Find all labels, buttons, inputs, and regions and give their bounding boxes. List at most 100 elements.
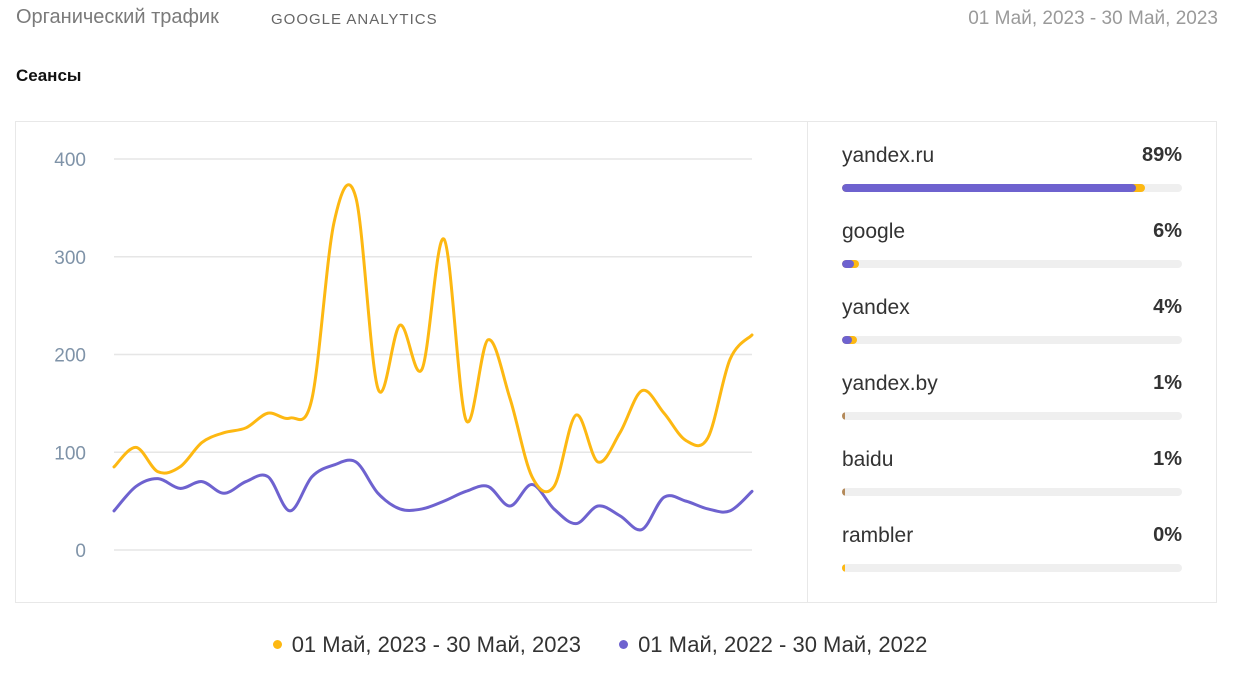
data-point-current[interactable]	[372, 383, 384, 395]
date-range[interactable]: 01 Май, 2023 - 30 Май, 2023	[968, 8, 1218, 29]
data-point-current[interactable]	[394, 319, 406, 331]
source-progress-track	[842, 564, 1182, 572]
y-tick-label: 200	[54, 346, 86, 367]
data-point-current[interactable]	[702, 432, 714, 444]
source-percent: 1%	[1153, 372, 1182, 394]
data-point-previous[interactable]	[174, 482, 186, 494]
data-point-previous[interactable]	[394, 503, 406, 515]
data-point-current[interactable]	[570, 409, 582, 421]
source-percent: 4%	[1153, 296, 1182, 318]
data-point-previous[interactable]	[746, 485, 758, 497]
data-point-previous[interactable]	[284, 505, 296, 517]
data-point-previous[interactable]	[438, 495, 450, 507]
data-point-current[interactable]	[504, 392, 516, 404]
data-point-current[interactable]	[526, 471, 538, 483]
source-percent: 1%	[1153, 448, 1182, 470]
data-point-current[interactable]	[680, 435, 692, 447]
data-point-current[interactable]	[284, 412, 296, 424]
data-point-current[interactable]	[438, 233, 450, 245]
data-point-previous[interactable]	[680, 495, 692, 507]
source-percent: 6%	[1153, 220, 1182, 242]
source-name: yandex.by	[842, 372, 938, 395]
data-point-current[interactable]	[350, 192, 362, 204]
data-point-current[interactable]	[548, 480, 560, 492]
y-tick-label: 0	[75, 541, 86, 562]
y-tick-label: 100	[54, 443, 86, 464]
source-row: yandex.by 1%	[842, 366, 1182, 442]
data-point-previous[interactable]	[702, 503, 714, 515]
source-row: baidu 1%	[842, 442, 1182, 518]
data-point-previous[interactable]	[218, 487, 230, 499]
data-point-current[interactable]	[636, 385, 648, 397]
legend-item-previous[interactable]: 01 Май, 2022 - 30 Май, 2022	[619, 632, 927, 658]
source-progress-track	[842, 488, 1182, 496]
data-point-current[interactable]	[174, 461, 186, 473]
legend-dot-previous	[619, 639, 629, 649]
data-point-current[interactable]	[130, 441, 142, 453]
data-point-previous[interactable]	[306, 471, 318, 483]
source-progress-track	[842, 184, 1182, 192]
data-point-current[interactable]	[482, 334, 494, 346]
data-point-previous[interactable]	[504, 500, 516, 512]
source-progress-previous	[842, 184, 1137, 192]
series-line-current[interactable]	[112, 183, 754, 494]
data-point-previous[interactable]	[350, 456, 362, 468]
source-progress-previous	[842, 260, 854, 268]
source-progress-current	[842, 564, 845, 572]
data-point-previous[interactable]	[328, 459, 340, 471]
data-point-current[interactable]	[746, 329, 758, 341]
legend-dot-current	[272, 639, 282, 649]
source-row: google 6%	[842, 214, 1182, 290]
source-name: rambler	[842, 524, 914, 547]
source-percent: 89%	[1141, 144, 1182, 166]
source-row: yandex 4%	[842, 290, 1182, 366]
source-name: yandex	[842, 296, 910, 319]
data-point-previous[interactable]	[196, 476, 208, 488]
source-progress-track	[842, 412, 1182, 420]
data-point-previous[interactable]	[636, 523, 648, 535]
page-title: Органический трафик	[16, 6, 219, 28]
data-point-previous[interactable]	[108, 505, 120, 517]
panel-divider	[807, 122, 808, 602]
data-point-current[interactable]	[416, 363, 428, 375]
data-point-current[interactable]	[240, 422, 252, 434]
data-point-previous[interactable]	[614, 510, 626, 522]
data-point-current[interactable]	[152, 466, 164, 478]
source-progress-track	[842, 260, 1182, 268]
legend-item-current[interactable]: 01 Май, 2023 - 30 Май, 2023	[272, 632, 581, 658]
data-point-previous[interactable]	[724, 505, 736, 517]
data-point-previous[interactable]	[372, 487, 384, 499]
source-progress-current	[842, 412, 846, 420]
data-point-current[interactable]	[460, 414, 472, 426]
source-name: yandex.ru	[842, 144, 935, 167]
data-point-current[interactable]	[724, 353, 736, 365]
data-point-previous[interactable]	[592, 500, 604, 512]
data-point-current[interactable]	[262, 407, 274, 419]
data-point-previous[interactable]	[460, 485, 472, 497]
source-progress-previous	[842, 336, 853, 344]
data-point-current[interactable]	[614, 427, 626, 439]
data-point-previous[interactable]	[240, 476, 252, 488]
data-point-previous[interactable]	[482, 480, 494, 492]
data-point-previous[interactable]	[130, 480, 142, 492]
source-progress-current	[842, 488, 846, 496]
y-tick-label: 300	[54, 248, 86, 269]
data-point-previous[interactable]	[658, 491, 670, 503]
source-row: yandex.ru 89%	[842, 138, 1182, 214]
data-point-current[interactable]	[196, 436, 208, 448]
data-point-current[interactable]	[592, 456, 604, 468]
data-point-current[interactable]	[306, 392, 318, 404]
series-line-previous[interactable]	[112, 458, 754, 532]
report-header: Органический трафик GOOGLE ANALYTICS 01 …	[16, 6, 1218, 36]
data-point-previous[interactable]	[262, 471, 274, 483]
data-point-previous[interactable]	[570, 518, 582, 530]
sessions-line-chart[interactable]: 0 100 200 300 400	[16, 122, 806, 602]
source-percent: 0%	[1153, 524, 1182, 546]
data-point-previous[interactable]	[416, 503, 428, 515]
data-point-current[interactable]	[328, 217, 340, 229]
source-row: rambler 0%	[842, 518, 1182, 594]
data-point-current[interactable]	[108, 461, 120, 473]
data-point-current[interactable]	[218, 427, 230, 439]
data-point-current[interactable]	[658, 407, 670, 419]
data-point-previous[interactable]	[548, 503, 560, 515]
